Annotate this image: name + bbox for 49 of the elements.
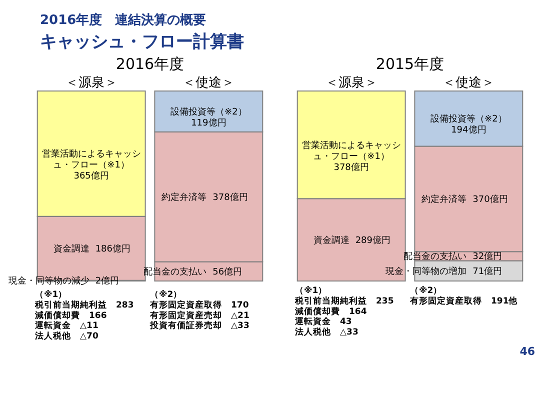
- chart-title: 2016年度: [116, 55, 184, 73]
- text: キャッシュ・フロー計算書: [40, 32, 244, 52]
- x-tick-label: ＜源泉＞: [325, 76, 378, 90]
- text: 2016年度 連結決算の概要: [40, 12, 206, 28]
- series-label: 現金・同等物の減少: [8, 276, 90, 287]
- text: 運転資金 43: [294, 316, 352, 328]
- series-label: 配当金の支払い: [404, 251, 467, 262]
- text: 減価償却費 166: [34, 310, 107, 321]
- data-label: 119億円: [191, 117, 226, 128]
- data-label: 32億円: [472, 251, 502, 262]
- data-label: 365億円: [74, 170, 109, 182]
- text: （※2）: [410, 285, 442, 296]
- text: 有形固定資産取得 191他: [409, 295, 519, 306]
- text: （※1）: [35, 289, 68, 300]
- text: 法人税他 △70: [34, 330, 98, 342]
- series-label: 営業活動によるキャッシュ・フロー（※1）: [42, 148, 141, 171]
- text: 有形固定資産取得 170: [149, 299, 249, 310]
- text: 有形固定資産売却 △21: [149, 310, 250, 321]
- chart-title: 2015年度: [376, 55, 444, 73]
- text: 減価償却費 164: [294, 306, 367, 317]
- series-label: 資金調達: [313, 234, 350, 246]
- data-label: 71億円: [472, 266, 502, 277]
- data-label: 194億円: [451, 124, 486, 136]
- data-label: 370億円: [472, 194, 508, 205]
- x-tick-label: ＜使途＞: [182, 76, 235, 90]
- text: （※2）: [150, 289, 182, 300]
- data-label: 289億円: [355, 234, 391, 246]
- data-label: 56億円: [212, 266, 242, 278]
- series-label: 約定弁済等: [162, 192, 207, 203]
- text: 運転資金 △11: [34, 320, 98, 332]
- text: 税引前当期純利益 235: [294, 295, 394, 306]
- text: 投資有価証券売却 △33: [149, 320, 250, 332]
- data-label: 186億円: [95, 243, 131, 254]
- series-label: 約定弁済等: [422, 194, 467, 205]
- text: 税引前当期純利益 283: [34, 299, 134, 310]
- text: 46: [520, 345, 536, 358]
- text: 法人税他 △33: [294, 326, 358, 338]
- series-label: 設備投資等（※2）: [430, 114, 507, 125]
- data-label: 378億円: [212, 192, 248, 203]
- x-tick-label: ＜源泉＞: [65, 76, 118, 90]
- series-label: 現金・同等物の増加: [386, 266, 467, 277]
- data-label: 2億円: [95, 276, 120, 287]
- series-label: 営業活動によるキャッシュ・フロー（※1）: [302, 140, 401, 162]
- series-label: 設備投資等（※2）: [170, 106, 247, 118]
- series-label: 配当金の支払い: [144, 266, 207, 278]
- text: （※1）: [295, 285, 328, 296]
- x-tick-label: ＜使途＞: [442, 76, 495, 90]
- data-label: 378億円: [334, 162, 369, 173]
- series-label: 資金調達: [53, 243, 90, 254]
